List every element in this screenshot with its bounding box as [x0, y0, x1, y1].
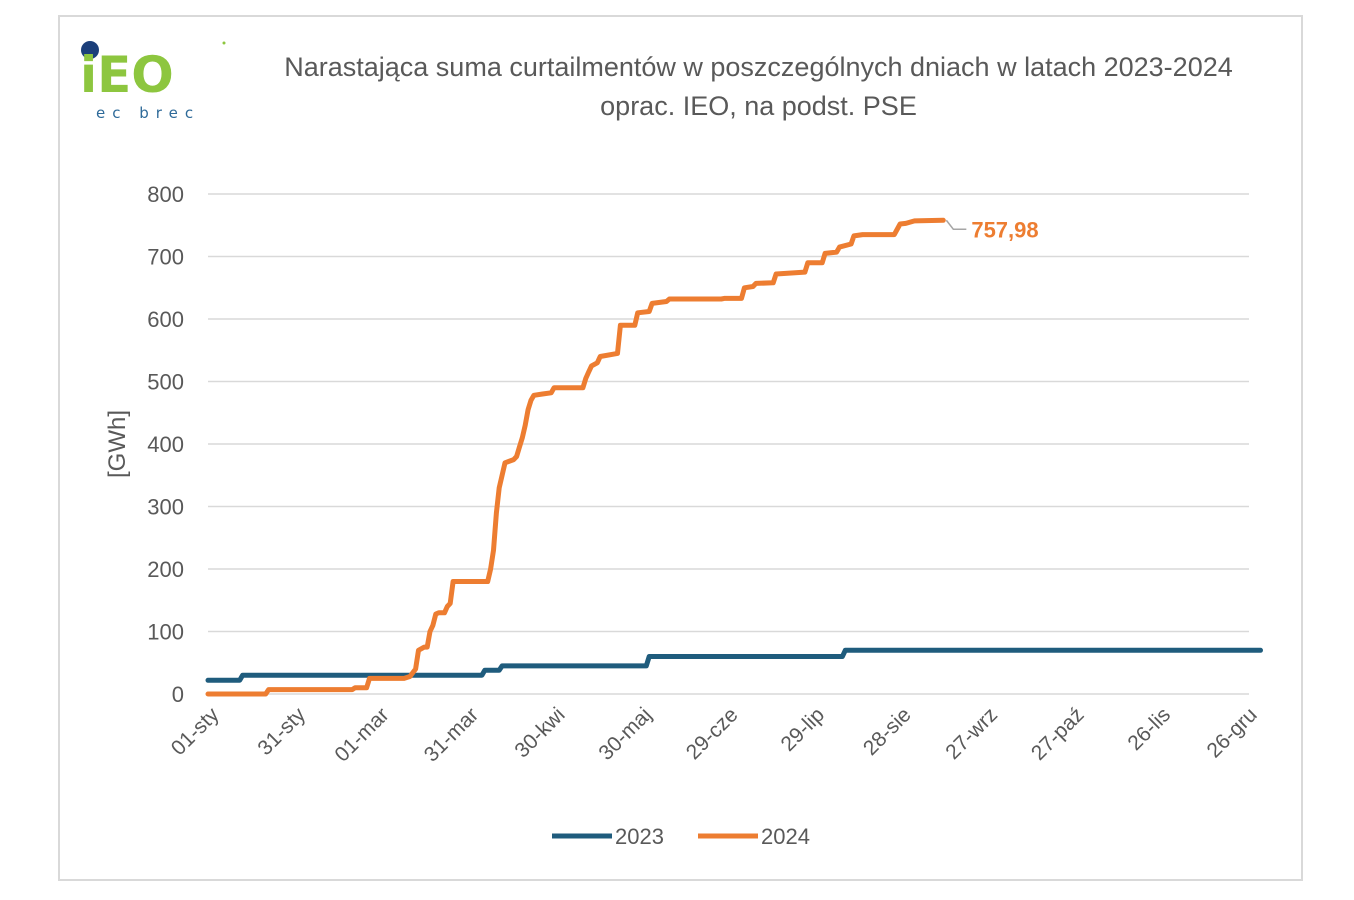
y-tick-label: 400: [147, 432, 184, 457]
x-tick-label: 26-lis: [1123, 703, 1175, 755]
x-tick-label: 01-sty: [167, 703, 224, 760]
y-tick-label: 500: [147, 370, 184, 395]
chart-title: Narastająca suma curtailmentów w poszcze…: [284, 52, 1233, 82]
annotation-leader: [945, 219, 967, 231]
y-tick-label: 300: [147, 495, 184, 520]
y-tick-label: 100: [147, 620, 184, 645]
x-tick-label: 01-mar: [330, 703, 393, 766]
x-tick-label: 27-wrz: [941, 703, 1002, 764]
x-tick-label: 27-paź: [1027, 703, 1089, 765]
logo-small-dot: [222, 41, 226, 45]
series-line-2024: [205, 217, 946, 697]
x-tick-label: 31-sty: [253, 703, 310, 760]
x-tick-label: 28-sie: [859, 703, 916, 760]
chart-title-block: Narastająca suma curtailmentów w poszcze…: [250, 48, 1267, 126]
y-axis-label: [GWh]: [104, 410, 131, 478]
logo-dot: [81, 41, 99, 59]
x-tick-label: 26-gru: [1202, 703, 1261, 762]
y-tick-label: 600: [147, 307, 184, 332]
ieo-logo: iEO: [80, 41, 226, 104]
x-tick-label: 31-mar: [420, 703, 483, 766]
legend-label: 2023: [615, 824, 664, 849]
y-tick-label: 800: [147, 182, 184, 207]
chart-frame: [58, 15, 1303, 881]
series-line-2023: [205, 647, 1263, 683]
x-tick-label: 29-lip: [777, 703, 830, 756]
legend-label: 2024: [761, 824, 810, 849]
logo-mark: iEO: [80, 46, 174, 104]
y-tick-label: 200: [147, 557, 184, 582]
logo-subtitle: ec brec: [96, 104, 201, 122]
x-tick-label: 29-cze: [682, 703, 743, 764]
y-tick-label: 700: [147, 245, 184, 270]
x-tick-label: 30-kwi: [510, 703, 569, 762]
x-tick-label: 30-maj: [594, 703, 656, 765]
y-tick-label: 0: [172, 682, 184, 707]
chart-subtitle: oprac. IEO, na podst. PSE: [600, 91, 917, 121]
data-label: 757,98: [971, 217, 1038, 242]
